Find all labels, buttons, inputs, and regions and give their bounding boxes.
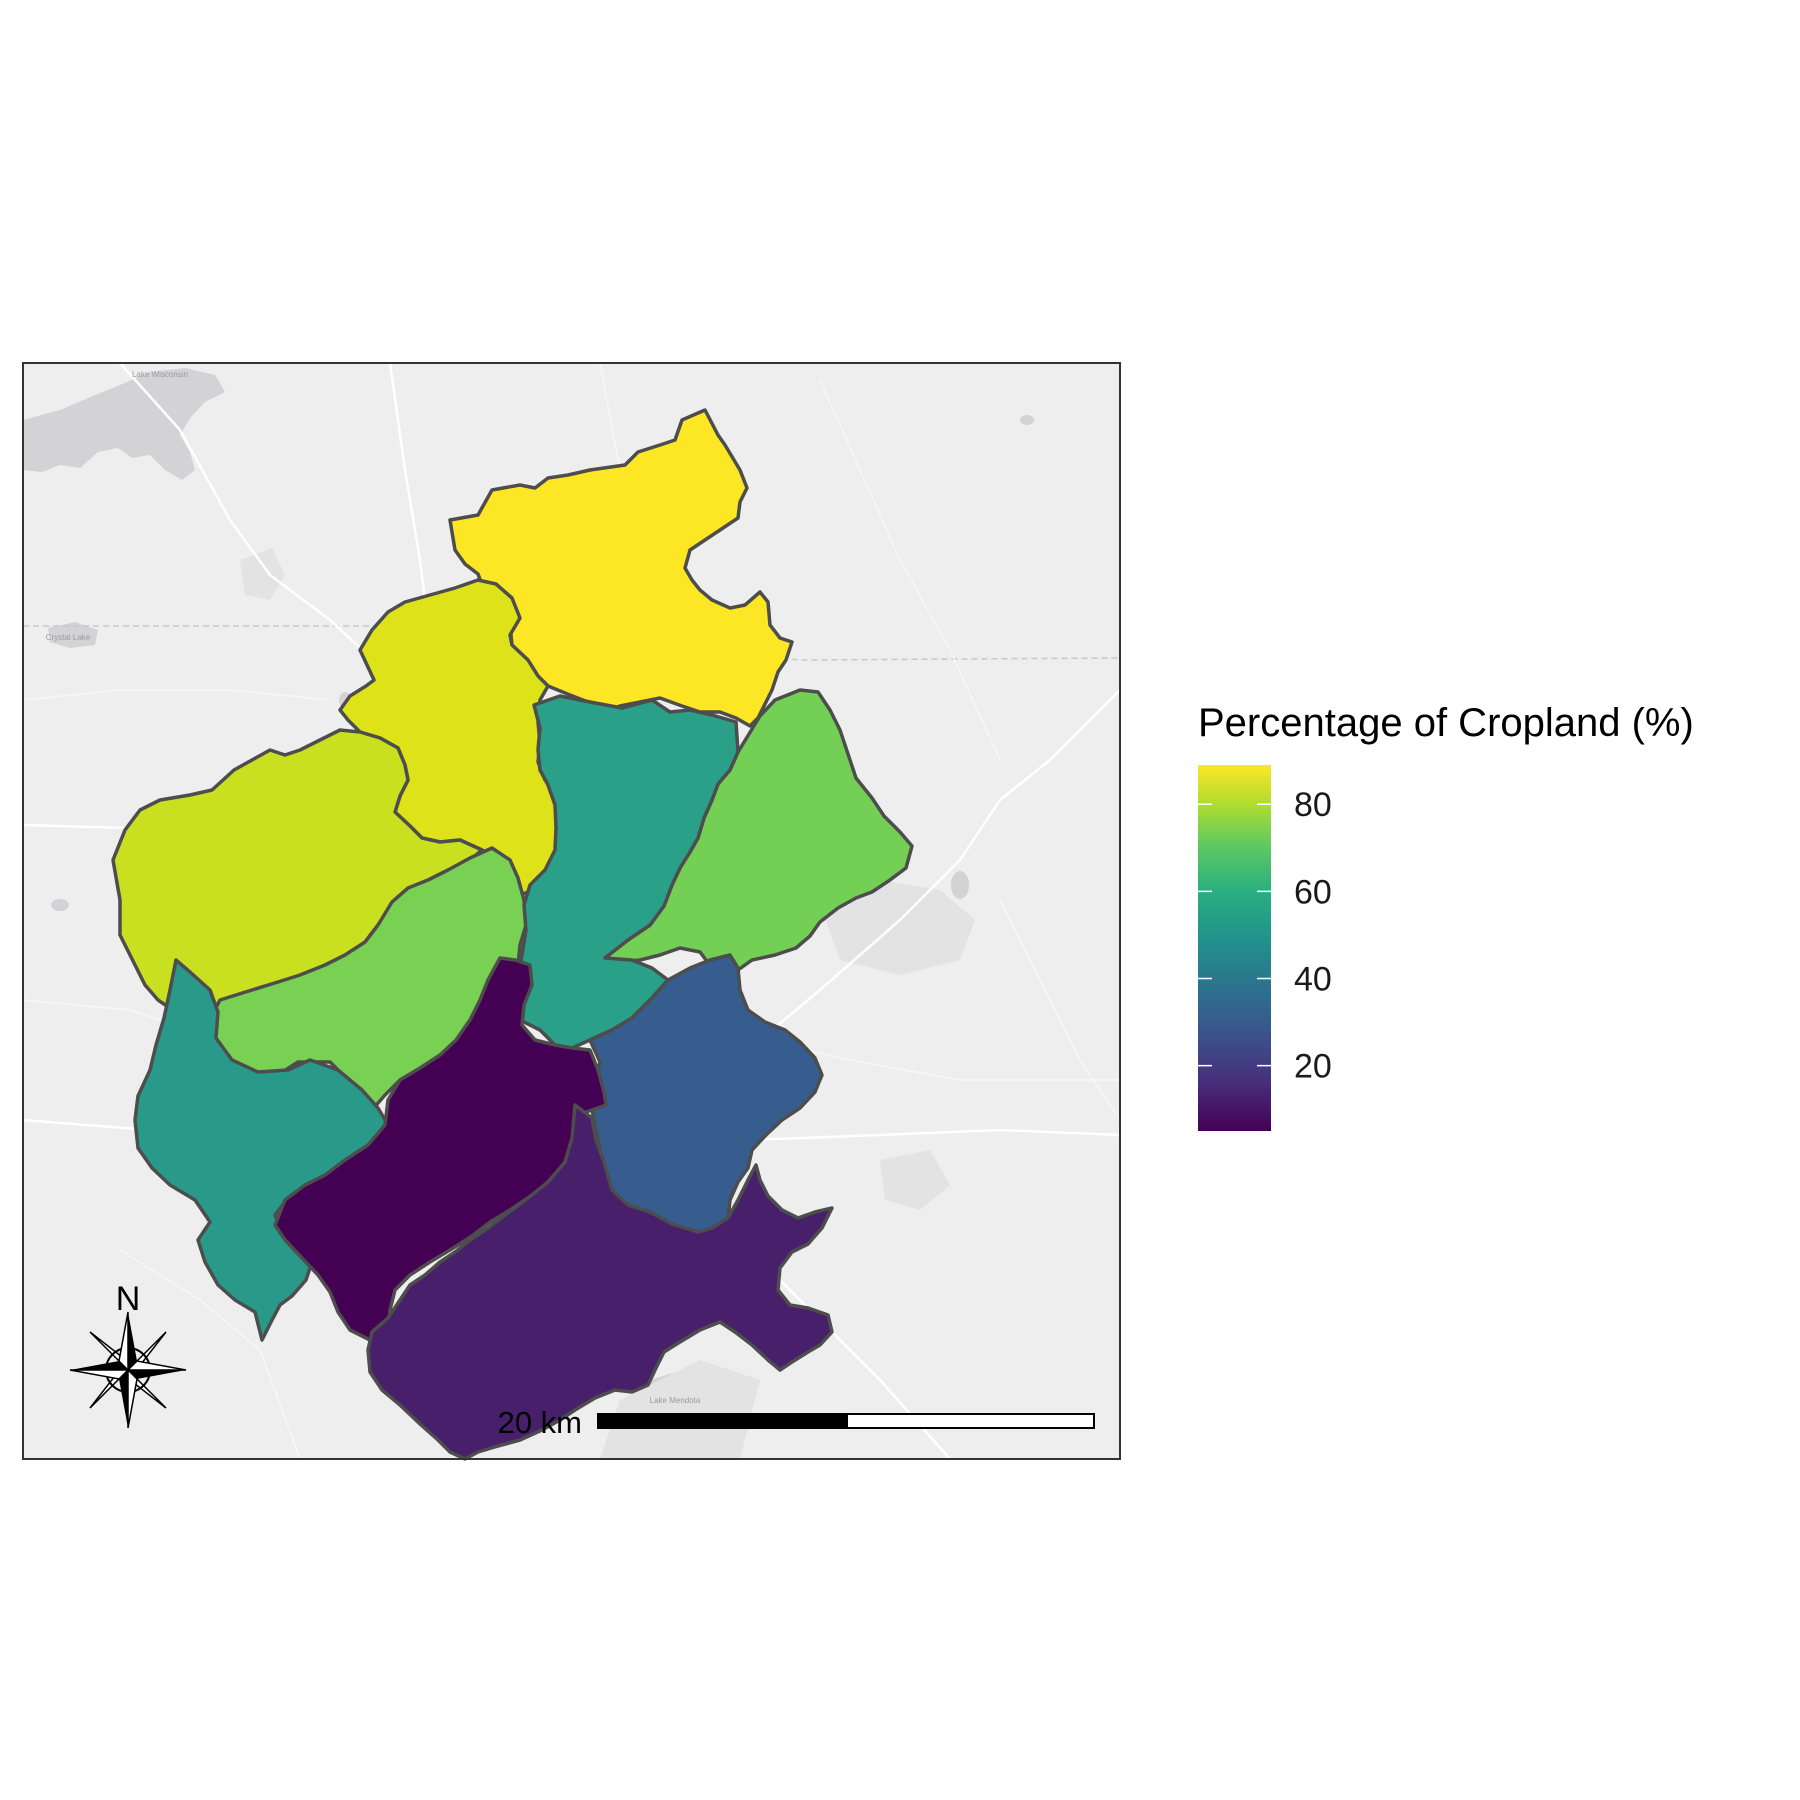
legend-tick-label: 80 <box>1294 786 1332 824</box>
scale-bar-white-segment <box>846 1413 1095 1429</box>
road <box>999 899 1120 1121</box>
legend-colorbar <box>1198 765 1271 1131</box>
urban-area <box>820 880 975 975</box>
region-layer <box>111 408 914 1461</box>
road <box>119 1249 301 1459</box>
small-lake <box>51 899 69 911</box>
basemap-label-lake-mendota: Lake Mendota <box>650 1396 701 1405</box>
basemap-label-crystal-lake: Crystal Lake <box>46 633 91 642</box>
legend-title: Percentage of Cropland (%) <box>1198 701 1694 745</box>
road <box>23 689 331 701</box>
legend-ticks: 80 60 40 20 <box>1198 786 1332 1086</box>
compass-rose-icon <box>69 1311 187 1429</box>
crystal-lake-shape <box>48 622 98 648</box>
urban-area <box>600 1360 760 1459</box>
scale-bar-black-segment <box>597 1413 848 1429</box>
legend-tick-label: 20 <box>1294 1048 1332 1086</box>
legend-tick-label: 40 <box>1294 961 1332 999</box>
highway <box>749 1128 1120 1142</box>
urban-area <box>880 1150 950 1210</box>
legend: Percentage of Cropland (%) 80 60 40 20 <box>1198 701 1694 1131</box>
legend-tick-label: 60 <box>1294 873 1332 911</box>
road <box>819 379 1001 761</box>
small-lake <box>1020 415 1034 425</box>
north-arrow: N <box>69 1280 187 1429</box>
region-center[interactable] <box>510 694 740 1050</box>
map-panel-frame <box>22 362 1121 1460</box>
basemap-label-lake-wisconsin: Lake Wisconsin <box>132 370 188 379</box>
scale-bar: 20 km <box>498 1405 1095 1440</box>
region-center-west[interactable] <box>203 846 528 1112</box>
small-lake <box>951 871 969 899</box>
highway <box>759 689 1120 1041</box>
region-south-west[interactable] <box>133 958 390 1342</box>
north-arrow-label: N <box>116 1280 141 1318</box>
scale-bar-label: 20 km <box>498 1405 582 1440</box>
region-south-center[interactable] <box>273 956 608 1342</box>
urban-area <box>240 548 285 600</box>
region-south[interactable] <box>366 1103 834 1461</box>
lake-wisconsin <box>23 368 225 480</box>
